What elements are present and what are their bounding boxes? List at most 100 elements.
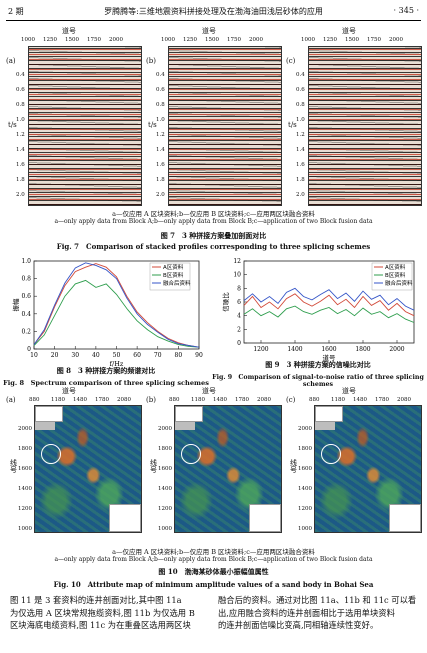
legend-label: B区资料 (385, 271, 406, 279)
x-tick-label: 2000 (389, 346, 404, 353)
trace-tick-label: 2080 (257, 397, 271, 403)
fig8-caption-cn: 图 8 3 种拼接方案的频谱对比 (56, 366, 156, 375)
line-tick-label: 2000 (298, 426, 312, 432)
trace-axis-label: 道号 (62, 27, 76, 35)
time-tick-label: 0.8 (296, 102, 305, 108)
panel-letter: (a) (6, 57, 16, 65)
panel-letter: (a) (6, 396, 16, 404)
line-tick-label: 1000 (298, 526, 312, 532)
line-tick-label: 1800 (158, 446, 172, 452)
time-tick-label: 0.6 (16, 87, 25, 93)
time-tick-label: 0.8 (156, 102, 165, 108)
legend-label: A区资料 (163, 263, 184, 271)
time-tick-label: 2.0 (16, 192, 25, 198)
line-tick-label: 1200 (298, 506, 312, 512)
fig8-caption-en: Fig. 8 Spectrum comparison of three spli… (3, 379, 209, 387)
time-tick-label: 1.4 (156, 147, 165, 153)
fig9-snr-chart: 1200 1400 1600 1800 2000 0 2 4 6 8 10 12 道号 信噪比 A区资料B区… (221, 258, 415, 362)
y-tick-label: 6 (237, 299, 241, 306)
line-tick-label: 1400 (298, 486, 312, 492)
y-tick-label: 0 (237, 340, 241, 347)
trace-tick-label: 1500 (345, 37, 359, 43)
no-data-area (315, 422, 335, 430)
body-line: 图 11 是 3 套资料的连井剖面对比,其中图 11a (10, 595, 182, 605)
trace-tick-label: 1180 (191, 397, 205, 403)
fig7-sub-caption-en: a—only apply data from Block A;b—only ap… (54, 218, 373, 225)
fig8-spectrum-chart: 10 20 30 40 50 60 70 80 90 0 0.2 0.4 0.6 0.8 1.0 f/Hz 振幅… (11, 258, 203, 367)
time-tick-label: 1.4 (16, 147, 25, 153)
line-tick-label: 2000 (158, 426, 172, 432)
trace-tick-label: 1500 (205, 37, 219, 43)
y-tick-label: 12 (233, 258, 241, 265)
legend-label: 融合后资料 (163, 279, 191, 287)
line-tick-label: 1400 (18, 486, 32, 492)
line-tick-label: 1000 (158, 526, 172, 532)
amplitude-map-image (174, 405, 282, 533)
time-axis-label: t/s (148, 121, 157, 129)
time-tick-label: 0.4 (16, 72, 25, 78)
x-axis-label: 道号 (323, 353, 337, 362)
line-tick-label: 2000 (18, 426, 32, 432)
fig10-sub-caption-en: a—only apply data from Block A;b—only ap… (54, 556, 373, 563)
trace-tick-label: 1750 (87, 37, 101, 43)
y-tick-label: 2 (237, 326, 241, 333)
series-line (33, 262, 200, 348)
page-header: 2 期 罗腾腾等:三维地震资料拼接处理及在渤海油田浅层砂体的应用 · 345 · (6, 4, 421, 20)
trace-tick-label: 1180 (51, 397, 65, 403)
body-line: 区块海底电缆资料,图 11c 为在重叠区选用两区块 (10, 620, 191, 630)
issue-number: 2 期 (8, 7, 24, 16)
x-tick-label: 50 (113, 352, 121, 359)
x-tick-label: 20 (51, 352, 59, 359)
y-tick-label: 0 (27, 346, 31, 353)
line-tick-label: 1000 (18, 526, 32, 532)
x-tick-label: 1200 (253, 346, 268, 353)
trace-tick-label: 2080 (397, 397, 411, 403)
time-tick-label: 1.0 (296, 117, 305, 123)
trace-tick-label: 1250 (183, 37, 197, 43)
trace-axis-label: 道号 (342, 27, 356, 35)
series-line (33, 263, 200, 348)
no-data-area (35, 406, 63, 422)
legend-label: 融合后资料 (385, 279, 413, 287)
seismic-section-image (168, 46, 282, 206)
trace-tick-label: 1750 (227, 37, 241, 43)
body-text-left: 图 11 是 3 套资料的连井剖面对比,其中图 11a 为仅选用 A 区块常规拖… (10, 594, 210, 632)
y-tick-label: 0.6 (21, 293, 31, 300)
trace-tick-label: 2000 (109, 37, 123, 43)
time-tick-label: 0.4 (156, 72, 165, 78)
time-tick-label: 1.2 (16, 132, 25, 138)
seismic-section-image (28, 46, 142, 206)
line-tick-label: 1600 (18, 466, 32, 472)
line-tick-label: 1800 (298, 446, 312, 452)
time-tick-label: 1.6 (156, 162, 165, 168)
no-data-area (389, 504, 421, 532)
time-tick-label: 2.0 (296, 192, 305, 198)
panel-letter: (c) (286, 396, 296, 404)
time-tick-label: 1.0 (156, 117, 165, 123)
series-line (243, 305, 415, 323)
x-tick-label: 30 (71, 352, 79, 359)
page-number: · 345 · (393, 6, 419, 15)
seismic-section-image (308, 46, 422, 206)
y-tick-label: 0.8 (21, 276, 31, 283)
line-tick-label: 1600 (158, 466, 172, 472)
x-axis-label: f/Hz (110, 360, 124, 367)
body-line: 融合后的资料。通过对比图 11a、11b 和 11c 可以看 (218, 595, 417, 605)
time-tick-label: 1.8 (16, 177, 25, 183)
trace-tick-label: 880 (29, 397, 40, 403)
trace-tick-label: 880 (309, 397, 320, 403)
running-title: 罗腾腾等:三维地震资料拼接处理及在渤海油田浅层砂体的应用 (104, 7, 323, 16)
no-data-area (175, 422, 195, 430)
line-tick-label: 1800 (18, 446, 32, 452)
line-tick-label: 1600 (298, 466, 312, 472)
line-axis-label: 线号 (290, 459, 297, 474)
x-tick-label: 1400 (287, 346, 302, 353)
fig9-caption-en: Fig. 9 Comparison of signal-to-noise rat… (212, 374, 424, 388)
fig9-caption-cn: 图 9 3 种拼接方案的信噪比对比 (265, 360, 371, 369)
y-axis-label: 振幅 (11, 298, 20, 312)
trace-tick-label: 1000 (21, 37, 35, 43)
amplitude-map-image (34, 405, 142, 533)
no-data-area (175, 406, 203, 422)
body-line: 出,应用融合资料的连井剖面相比于选用单块资料 (218, 607, 395, 618)
x-tick-label: 10 (30, 352, 38, 359)
